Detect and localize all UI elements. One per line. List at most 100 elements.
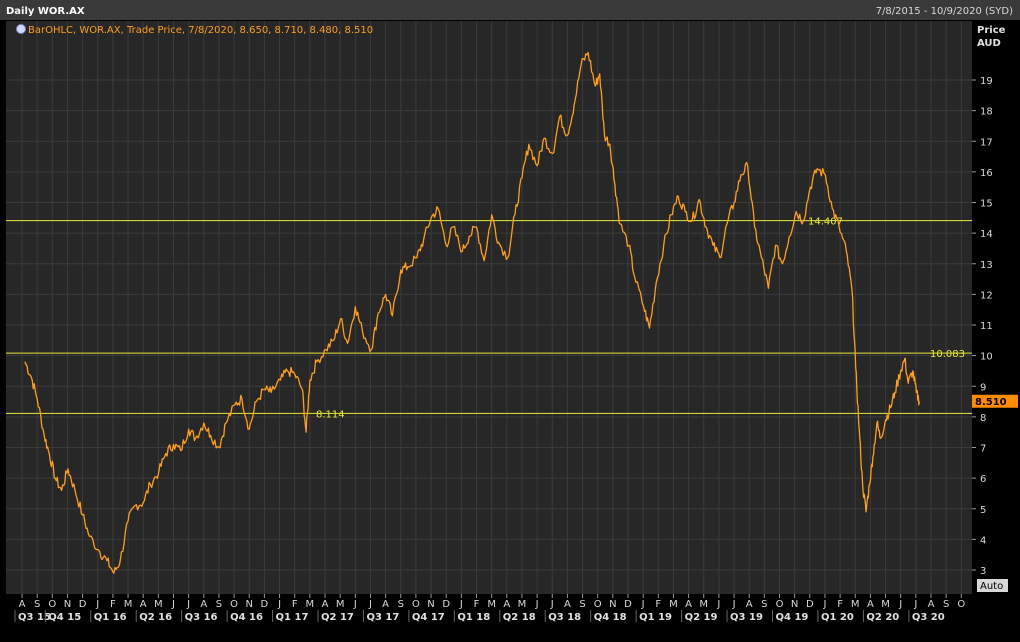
plot-area[interactable] — [6, 21, 972, 594]
month-tick-label: A — [685, 599, 692, 610]
month-tick-label: M — [124, 599, 133, 610]
quarter-tick-label: Q4 19 — [776, 612, 809, 623]
reference-line-label: 8.114 — [316, 409, 345, 420]
y-axis-ticks: 3 4 5 6 7 8 9 10 11 12 13 14 15 16 17 18 19 — [972, 76, 993, 577]
month-tick-label: F — [110, 599, 116, 610]
last-price-badge-box — [972, 394, 1018, 408]
y-tick-label: 13 — [980, 260, 993, 271]
month-tick-label: M — [669, 599, 678, 610]
month-tick-label: A — [382, 599, 389, 610]
quarter-tick-label: Q2 16 — [139, 612, 172, 623]
price-axis-label: Price — [977, 25, 1006, 36]
month-tick-label: D — [79, 599, 87, 610]
quarter-tick-label: Q3 19 — [730, 612, 763, 623]
y-tick-label: 10 — [980, 352, 993, 363]
currency-axis-label: AUD — [977, 38, 1001, 49]
quarter-tick-label: Q4 17 — [412, 612, 445, 623]
bar-ohlc-icon — [16, 24, 26, 34]
month-tick-label: A — [322, 599, 329, 610]
month-tick-label: J — [459, 599, 463, 610]
month-tick-label: A — [140, 599, 147, 610]
y-tick-label: 15 — [980, 199, 993, 210]
quarter-tick-label: Q4 18 — [594, 612, 627, 623]
month-tick-label: O — [594, 599, 602, 610]
month-tick-label: J — [641, 599, 645, 610]
month-tick-label: O — [957, 599, 965, 610]
reference-line-label: 10.083 — [930, 349, 965, 360]
month-tick-label: A — [746, 599, 753, 610]
y-tick-label: 4 — [980, 535, 986, 546]
month-tick-label: J — [277, 599, 281, 610]
month-tick-label: D — [806, 599, 814, 610]
month-tick-label: D — [261, 599, 269, 610]
month-tick-label: A — [564, 599, 571, 610]
month-tick-label: N — [246, 599, 253, 610]
quarter-tick-label: Q2 18 — [503, 612, 536, 623]
month-tick-label: J — [353, 599, 357, 610]
quarter-tick-label: Q1 19 — [639, 612, 672, 623]
month-tick-label: N — [64, 599, 71, 610]
y-tick-label: 5 — [980, 505, 986, 516]
y-tick-label: 19 — [980, 76, 993, 87]
month-tick-label: O — [776, 599, 784, 610]
month-tick-label: M — [154, 599, 163, 610]
chart-title: Daily WOR.AX — [6, 6, 85, 17]
month-tick-label: O — [230, 599, 238, 610]
quarter-tick-label: Q3 18 — [548, 612, 581, 623]
last-price-badge: 8.510 — [972, 394, 1018, 408]
y-tick-label: 9 — [980, 382, 986, 393]
month-tick-label: M — [487, 599, 496, 610]
quarter-tick-label: Q4 15 — [48, 612, 81, 623]
month-tick-label: M — [306, 599, 315, 610]
auto-scale-button[interactable]: Auto — [977, 579, 1008, 592]
month-tick-label: J — [535, 599, 539, 610]
month-tick-label: M — [518, 599, 527, 610]
month-tick-label: M — [851, 599, 860, 610]
quarter-tick-label: Q1 18 — [457, 612, 490, 623]
quarter-tick-label: Q3 15 — [18, 612, 51, 623]
y-tick-label: 3 — [980, 566, 986, 577]
month-tick-label: F — [292, 599, 298, 610]
auto-scale-button-box[interactable] — [977, 579, 1008, 592]
quarter-tick-label: Q2 20 — [866, 612, 899, 623]
y-tick-label: 17 — [980, 137, 993, 148]
y-tick-label: 7 — [980, 444, 986, 455]
month-tick-label: O — [48, 599, 56, 610]
month-tick-label: S — [216, 599, 222, 610]
month-tick-label: S — [34, 599, 40, 610]
month-tick-label: F — [655, 599, 661, 610]
reference-lines: 14.407 10.083 8.114 — [6, 217, 972, 420]
month-tick-label: S — [943, 599, 949, 610]
horizontal-grid — [6, 79, 972, 571]
month-tick-label: N — [609, 599, 616, 610]
month-tick-label: J — [898, 599, 902, 610]
month-tick-label: J — [550, 599, 554, 610]
quarter-tick-label: Q3 16 — [185, 612, 218, 623]
month-tick-label: O — [412, 599, 420, 610]
y-axis-panel — [972, 21, 1020, 594]
y-tick-label: 8 — [980, 413, 986, 424]
y-tick-label: 14 — [980, 229, 993, 240]
x-axis-panel — [6, 594, 972, 622]
auto-scale-button-label[interactable]: Auto — [980, 581, 1003, 592]
quarter-tick-label: Q2 19 — [685, 612, 718, 623]
month-tick-label: N — [427, 599, 434, 610]
vertical-grid — [21, 21, 962, 594]
month-tick-label: J — [732, 599, 736, 610]
month-tick-label: A — [200, 599, 207, 610]
month-tick-label: J — [186, 599, 190, 610]
quarter-tick-label: Q1 17 — [276, 612, 309, 623]
quarter-tick-label: Q1 16 — [94, 612, 127, 623]
month-tick-label: F — [474, 599, 480, 610]
month-tick-label: N — [791, 599, 798, 610]
month-tick-label: S — [579, 599, 585, 610]
month-tick-label: A — [928, 599, 935, 610]
legend-text: BarOHLC, WOR.AX, Trade Price, 7/8/2020, … — [28, 25, 373, 36]
y-tick-label: 6 — [980, 474, 986, 485]
month-tick-label: A — [503, 599, 510, 610]
legend: BarOHLC, WOR.AX, Trade Price, 7/8/2020, … — [16, 24, 373, 36]
month-tick-label: M — [699, 599, 708, 610]
quarter-tick-label: Q3 20 — [912, 612, 945, 623]
month-tick-label: D — [442, 599, 450, 610]
